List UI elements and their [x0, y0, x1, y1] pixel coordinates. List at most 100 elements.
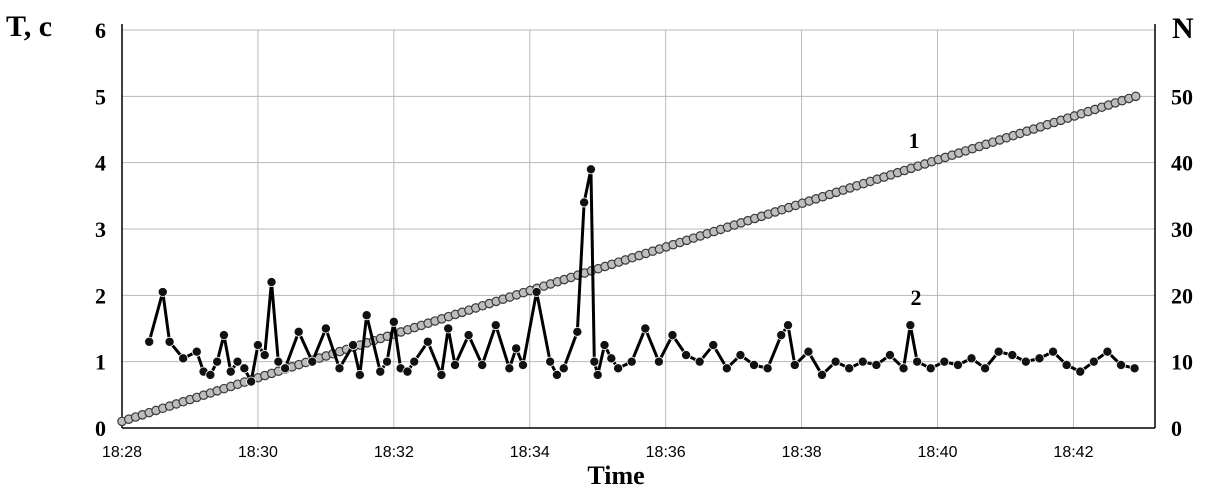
y-left-axis-title: T, c: [6, 10, 52, 43]
series-2-point: [551, 369, 562, 380]
series-2-point: [681, 350, 692, 361]
series-2-point: [1102, 346, 1113, 357]
series-2-point: [613, 363, 624, 374]
axes: [121, 24, 1156, 429]
series-2-point: [375, 366, 386, 377]
series-2-point: [191, 346, 202, 357]
x-tick-label: 18:30: [238, 444, 278, 461]
series-2-point: [939, 356, 950, 367]
series-2-point: [708, 340, 719, 351]
y-left-tick-label: 0: [95, 416, 106, 441]
y-left-tick-label: 3: [95, 217, 106, 242]
series-2-point: [871, 359, 882, 370]
series-2-point: [266, 277, 277, 288]
series-1-point: [1130, 91, 1141, 102]
series-2-point: [388, 316, 399, 327]
series-1-line: [117, 91, 1141, 427]
series-2-point: [579, 197, 590, 208]
series-2-point: [762, 363, 773, 374]
series-2-point: [1034, 353, 1045, 364]
series-2-point: [273, 356, 284, 367]
series-2-point: [640, 323, 651, 334]
series-2-point: [477, 359, 488, 370]
series-2-point: [1048, 346, 1059, 357]
series-2-point: [667, 330, 678, 341]
series-2-point: [402, 366, 413, 377]
series-2-point: [348, 340, 359, 351]
series-2-line: [144, 164, 1140, 387]
series-2-point: [178, 353, 189, 364]
y-left-tick-label: 6: [95, 18, 106, 43]
series-2-point: [225, 366, 236, 377]
series-2-point: [232, 356, 243, 367]
series-2-point: [966, 353, 977, 364]
series-2-point: [585, 164, 596, 175]
labels: 0 1 2 3 4 5 6 0 10 20 30 40 50 18:28 18:30 18:32 18:34 18…: [6, 10, 1194, 488]
y-right-tick-label: 40: [1171, 151, 1193, 176]
series-2-point: [721, 363, 732, 374]
y-right-tick-label: 10: [1171, 350, 1193, 375]
series-2-point: [912, 356, 923, 367]
series-2-point: [280, 363, 291, 374]
series-2-point: [218, 330, 229, 341]
series-2-point: [925, 363, 936, 374]
series-2-point: [589, 356, 600, 367]
series-2-point: [606, 353, 617, 364]
x-tick-label: 18:36: [646, 444, 686, 461]
series-2-point: [450, 359, 461, 370]
series-2-point: [1020, 356, 1031, 367]
series-2-point: [735, 350, 746, 361]
series-2-point: [361, 310, 372, 321]
x-tick-label: 18:38: [782, 444, 822, 461]
y-left-tick-label: 4: [95, 151, 106, 176]
y-right-tick-label: 30: [1171, 217, 1193, 242]
series-2-point: [239, 363, 250, 374]
y-right-tick-label: 0: [1171, 416, 1182, 441]
series-2-point: [1007, 350, 1018, 361]
series-2-point: [572, 326, 583, 337]
series-2-point: [320, 323, 331, 334]
y-right-axis-title: N: [1172, 12, 1194, 45]
series-2-point: [252, 340, 263, 351]
series-2-point: [592, 369, 603, 380]
series-2-point: [157, 287, 168, 298]
series-2-point: [776, 330, 787, 341]
series-2-point: [1075, 366, 1086, 377]
x-tick-label: 18:42: [1053, 444, 1093, 461]
series-2-point: [783, 320, 794, 331]
series-2-point: [803, 346, 814, 357]
series-2-point: [422, 336, 433, 347]
series-2-point: [830, 356, 841, 367]
series-2-point: [531, 287, 542, 298]
x-tick-label: 18:28: [102, 444, 142, 461]
series-2-point: [653, 356, 664, 367]
series-2-point: [490, 320, 501, 331]
series-1-label: 1: [909, 128, 920, 153]
series-2-point: [354, 369, 365, 380]
series-2-point: [246, 376, 257, 387]
x-axis-title: Time: [587, 461, 644, 488]
series-2-point: [993, 346, 1004, 357]
x-tick-label: 18:34: [510, 444, 550, 461]
series-2-point: [816, 369, 827, 380]
series-2-point: [626, 356, 637, 367]
series-2-point: [511, 343, 522, 354]
series-2-point: [1116, 359, 1127, 370]
series-2-point: [905, 320, 916, 331]
y-left-tick-label: 1: [95, 350, 106, 375]
series-2-point: [789, 359, 800, 370]
series-2-point: [599, 340, 610, 351]
series-2-point: [212, 356, 223, 367]
y-left-tick-label: 2: [95, 283, 106, 308]
series-2-point: [857, 356, 868, 367]
series-2-point: [382, 356, 393, 367]
series-2-point: [205, 369, 216, 380]
series-2-point: [558, 363, 569, 374]
series-2-path: [147, 168, 1135, 387]
series-2-point: [504, 363, 515, 374]
series-2-point: [144, 336, 155, 347]
y-right-tick-label: 50: [1171, 84, 1193, 109]
series-2-label: 2: [911, 285, 922, 310]
series-2-point: [259, 350, 270, 361]
series-2-point: [749, 359, 760, 370]
